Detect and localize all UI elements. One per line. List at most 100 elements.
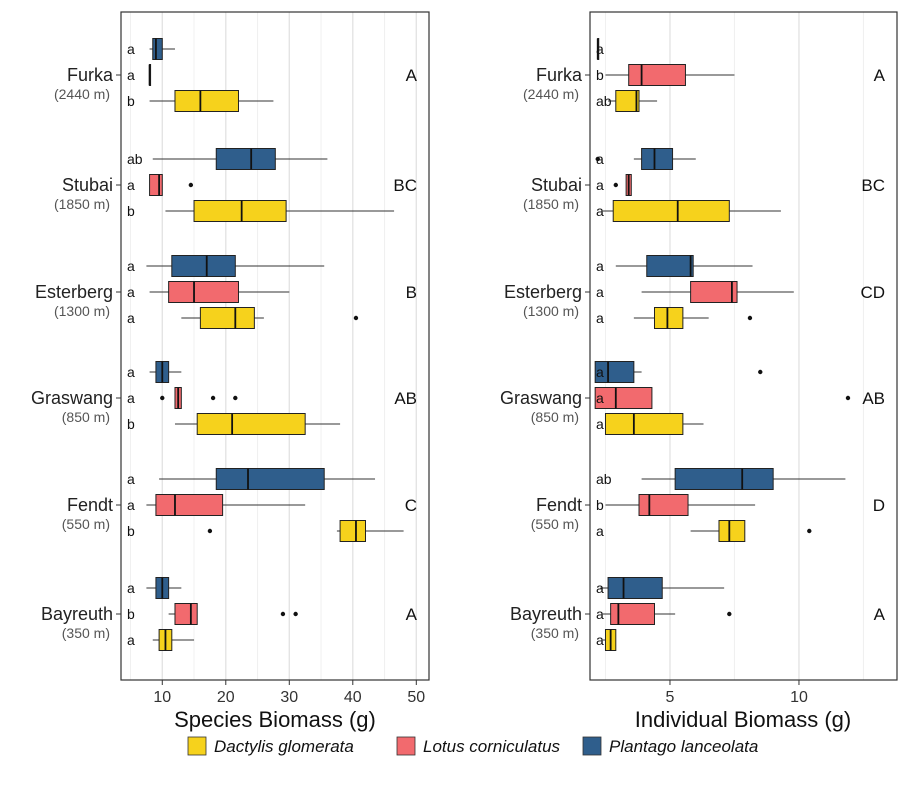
outlier-point xyxy=(807,528,812,534)
box-body xyxy=(339,520,366,542)
site-label-fendt: Fendt xyxy=(67,495,113,515)
significance-letter: a xyxy=(596,258,604,274)
box-body xyxy=(690,281,738,303)
significance-letter: a xyxy=(596,203,604,219)
box-plantago-lanceolata-furka: a xyxy=(127,38,175,60)
box-lotus-corniculatus-stubai: a xyxy=(596,174,632,196)
outlier-point xyxy=(160,395,165,401)
box-lotus-corniculatus-graswang: a xyxy=(127,387,238,409)
box-plantago-lanceolata-graswang: a xyxy=(594,361,763,383)
group-letter-fendt: C xyxy=(405,496,417,515)
group-letter-esterberg: CD xyxy=(860,283,885,302)
legend-label-plantago: Plantago lanceolata xyxy=(609,737,758,756)
group-letter-graswang: AB xyxy=(862,389,885,408)
significance-letter: ab xyxy=(596,93,612,109)
box-body xyxy=(628,64,686,86)
site-elevation-stubai: (1850 m) xyxy=(523,196,579,212)
box-body xyxy=(152,38,163,60)
box-body xyxy=(612,200,730,222)
panel-border xyxy=(589,11,898,681)
site-label-furka: Furka xyxy=(67,65,114,85)
box-dactylis-glomerata-furka: ab xyxy=(596,90,658,112)
legend-swatch-dactylis xyxy=(187,736,207,756)
significance-letter: b xyxy=(596,497,604,513)
outlier-point xyxy=(280,611,286,617)
site-label-stubai: Stubai xyxy=(62,175,113,195)
outlier-point xyxy=(845,395,851,401)
outlier-point xyxy=(595,156,600,162)
significance-letter: a xyxy=(596,284,604,300)
outlier-point xyxy=(747,315,753,321)
box-plantago-lanceolata-graswang: a xyxy=(127,361,182,383)
significance-letter: a xyxy=(127,497,135,513)
legend-item-lotus: Lotus corniculatus xyxy=(396,736,561,756)
significance-letter: a xyxy=(127,258,135,274)
significance-letter: a xyxy=(596,151,604,167)
site-label-graswang: Graswang xyxy=(31,388,113,408)
site-label-fendt: Fendt xyxy=(536,495,582,515)
legend-label-dactylis: Dactylis glomerata xyxy=(214,737,354,756)
box-body xyxy=(653,307,684,329)
significance-letter: a xyxy=(596,390,604,406)
legend-label-lotus: Lotus corniculatus xyxy=(423,737,561,756)
significance-letter: a xyxy=(596,416,604,432)
box-body xyxy=(174,90,239,112)
box-dactylis-glomerata-stubai: a xyxy=(596,200,781,222)
significance-letter: b xyxy=(127,416,135,432)
significance-letter: a xyxy=(127,41,135,57)
significance-letter: a xyxy=(596,177,604,193)
outlier-point xyxy=(727,611,732,617)
box-lotus-corniculatus-furka: b xyxy=(596,64,735,86)
x-tick-label: 5 xyxy=(666,689,675,706)
significance-letter: b xyxy=(596,67,604,83)
outlier-point xyxy=(233,395,238,401)
site-elevation-esterberg: (1300 m) xyxy=(523,303,579,319)
box-body xyxy=(646,255,694,277)
site-elevation-bayreuth: (350 m) xyxy=(531,625,579,641)
box-dactylis-glomerata-stubai: b xyxy=(127,200,395,222)
significance-letter: b xyxy=(127,203,135,219)
group-letter-furka: A xyxy=(874,66,886,85)
significance-letter: a xyxy=(127,364,135,380)
legend: Dactylis glomerata Lotus corniculatus Pl… xyxy=(187,736,758,756)
box-lotus-corniculatus-esterberg: a xyxy=(596,281,794,303)
box-body xyxy=(615,90,640,112)
significance-letter: a xyxy=(596,41,604,57)
group-letter-esterberg: B xyxy=(406,283,417,302)
box-plantago-lanceolata-bayreuth: a xyxy=(596,577,725,599)
box-body xyxy=(638,494,689,516)
site-elevation-bayreuth: (350 m) xyxy=(62,625,110,641)
box-dactylis-glomerata-bayreuth: a xyxy=(127,629,195,651)
box-body xyxy=(215,148,276,170)
x-tick-label: 20 xyxy=(217,689,235,706)
outlier-point xyxy=(613,182,618,188)
box-body xyxy=(155,494,224,516)
group-letter-furka: A xyxy=(406,66,418,85)
box-body xyxy=(610,603,655,625)
site-label-graswang: Graswang xyxy=(500,388,582,408)
box-dactylis-glomerata-esterberg: a xyxy=(127,307,359,329)
significance-letter: a xyxy=(127,471,135,487)
box-body xyxy=(171,255,236,277)
box-lotus-corniculatus-esterberg: a xyxy=(127,281,290,303)
site-elevation-furka: (2440 m) xyxy=(523,86,579,102)
x-axis-title: Individual Biomass (g) xyxy=(635,707,851,732)
significance-letter: a xyxy=(596,523,604,539)
x-tick-label: 30 xyxy=(280,689,298,706)
box-body xyxy=(149,174,163,196)
box-plantago-lanceolata-esterberg: a xyxy=(127,255,325,277)
significance-letter: b xyxy=(127,606,135,622)
significance-letter: b xyxy=(127,523,135,539)
group-letter-fendt: D xyxy=(873,496,885,515)
box-dactylis-glomerata-fendt: a xyxy=(596,520,812,542)
group-letter-stubai: BC xyxy=(861,176,885,195)
legend-swatch-plantago xyxy=(582,736,602,756)
box-lotus-corniculatus-stubai: a xyxy=(127,174,194,196)
box-dactylis-glomerata-graswang: b xyxy=(127,413,341,435)
box-body xyxy=(594,361,635,383)
box-body xyxy=(196,413,306,435)
legend-item-dactylis: Dactylis glomerata xyxy=(187,736,354,756)
box-plantago-lanceolata-bayreuth: a xyxy=(127,577,182,599)
